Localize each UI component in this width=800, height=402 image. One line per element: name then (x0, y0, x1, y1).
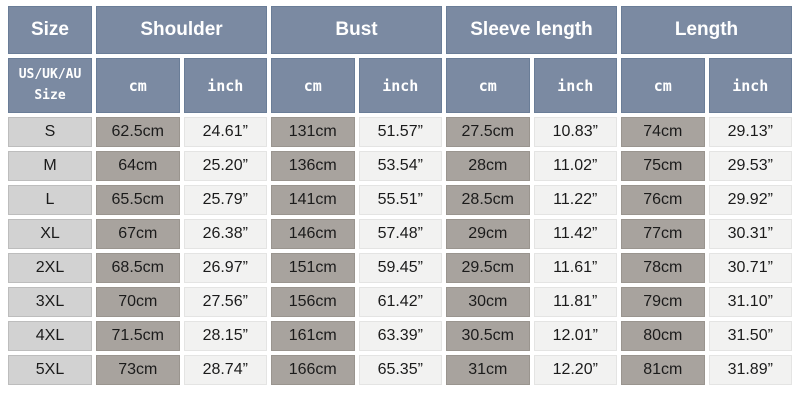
value-cell: 31cm (446, 355, 530, 385)
size-chart-table: Size Shoulder Bust Sleeve length Length … (4, 2, 796, 389)
value-cell: 51.57” (358, 117, 442, 147)
value-cell: 141cm (271, 185, 355, 215)
value-cell: 11.42” (533, 219, 617, 249)
value-cell: 29.13” (708, 117, 792, 147)
value-cell: 131cm (271, 117, 355, 147)
value-cell: 25.79” (183, 185, 267, 215)
value-cell: 25.20” (183, 151, 267, 181)
value-cell: 29.92” (708, 185, 792, 215)
value-cell: 28.15” (183, 321, 267, 351)
value-cell: 28.5cm (446, 185, 530, 215)
value-cell: 80cm (621, 321, 705, 351)
value-cell: 12.01” (533, 321, 617, 351)
size-cell: M (8, 151, 92, 181)
header-sleeve-length: Sleeve length (446, 6, 617, 54)
size-cell: L (8, 185, 92, 215)
table-row: S 62.5cm 24.61” 131cm 51.57” 27.5cm 10.83” 74cm… (8, 117, 792, 147)
unit-header-cell: inch (358, 58, 442, 113)
value-cell: 31.10” (708, 287, 792, 317)
unit-header-cell: cm (96, 58, 180, 113)
value-cell: 70cm (96, 287, 180, 317)
subheader-us-uk-au-size: US/UK/AU Size (8, 58, 92, 113)
value-cell: 29cm (446, 219, 530, 249)
value-cell: 59.45” (358, 253, 442, 283)
value-cell: 26.38” (183, 219, 267, 249)
value-cell: 11.81” (533, 287, 617, 317)
header-bust: Bust (271, 6, 442, 54)
value-cell: 53.54” (358, 151, 442, 181)
value-cell: 30.71” (708, 253, 792, 283)
size-cell: S (8, 117, 92, 147)
table-row: 2XL 68.5cm 26.97” 151cm 59.45” 29.5cm 11.61” 78… (8, 253, 792, 283)
value-cell: 61.42” (358, 287, 442, 317)
header-shoulder: Shoulder (96, 6, 267, 54)
value-cell: 30cm (446, 287, 530, 317)
unit-header-cell: inch (183, 58, 267, 113)
value-cell: 11.22” (533, 185, 617, 215)
unit-header-cell: inch (708, 58, 792, 113)
value-cell: 65.5cm (96, 185, 180, 215)
value-cell: 75cm (621, 151, 705, 181)
value-cell: 29.5cm (446, 253, 530, 283)
size-cell: XL (8, 219, 92, 249)
value-cell: 28.74” (183, 355, 267, 385)
size-table-body: S 62.5cm 24.61” 131cm 51.57” 27.5cm 10.83” 74cm… (8, 117, 792, 385)
table-row: L 65.5cm 25.79” 141cm 55.51” 28.5cm 11.22” 76cm… (8, 185, 792, 215)
unit-header-cell: cm (446, 58, 530, 113)
value-cell: 146cm (271, 219, 355, 249)
value-cell: 81cm (621, 355, 705, 385)
table-row: 4XL 71.5cm 28.15” 161cm 63.39” 30.5cm 12.01” 80… (8, 321, 792, 351)
value-cell: 28cm (446, 151, 530, 181)
value-cell: 161cm (271, 321, 355, 351)
value-cell: 151cm (271, 253, 355, 283)
header-group-row: Size Shoulder Bust Sleeve length Length (8, 6, 792, 54)
value-cell: 68.5cm (96, 253, 180, 283)
value-cell: 26.97” (183, 253, 267, 283)
table-row: M 64cm 25.20” 136cm 53.54” 28cm 11.02” 75cm 29.5… (8, 151, 792, 181)
table-row: 5XL 73cm 28.74” 166cm 65.35” 31cm 12.20” 81cm 31… (8, 355, 792, 385)
value-cell: 24.61” (183, 117, 267, 147)
value-cell: 79cm (621, 287, 705, 317)
value-cell: 156cm (271, 287, 355, 317)
unit-header-row: US/UK/AU Size cm inch cm inch cm inch cm inch (8, 58, 792, 113)
value-cell: 74cm (621, 117, 705, 147)
value-cell: 73cm (96, 355, 180, 385)
value-cell: 27.56” (183, 287, 267, 317)
value-cell: 30.31” (708, 219, 792, 249)
unit-header-cell: cm (271, 58, 355, 113)
value-cell: 78cm (621, 253, 705, 283)
unit-header-cell: cm (621, 58, 705, 113)
table-row: XL 67cm 26.38” 146cm 57.48” 29cm 11.42” 77cm 30.… (8, 219, 792, 249)
value-cell: 65.35” (358, 355, 442, 385)
header-length: Length (621, 6, 792, 54)
value-cell: 31.89” (708, 355, 792, 385)
size-cell: 2XL (8, 253, 92, 283)
value-cell: 29.53” (708, 151, 792, 181)
table-row: 3XL 70cm 27.56” 156cm 61.42” 30cm 11.81” 79cm 31… (8, 287, 792, 317)
value-cell: 27.5cm (446, 117, 530, 147)
value-cell: 67cm (96, 219, 180, 249)
value-cell: 11.61” (533, 253, 617, 283)
value-cell: 11.02” (533, 151, 617, 181)
value-cell: 10.83” (533, 117, 617, 147)
value-cell: 71.5cm (96, 321, 180, 351)
value-cell: 31.50” (708, 321, 792, 351)
size-cell: 4XL (8, 321, 92, 351)
value-cell: 64cm (96, 151, 180, 181)
header-size: Size (8, 6, 92, 54)
unit-header-cell: inch (533, 58, 617, 113)
value-cell: 55.51” (358, 185, 442, 215)
value-cell: 12.20” (533, 355, 617, 385)
size-cell: 5XL (8, 355, 92, 385)
value-cell: 62.5cm (96, 117, 180, 147)
value-cell: 63.39” (358, 321, 442, 351)
value-cell: 136cm (271, 151, 355, 181)
value-cell: 57.48” (358, 219, 442, 249)
size-cell: 3XL (8, 287, 92, 317)
value-cell: 76cm (621, 185, 705, 215)
value-cell: 30.5cm (446, 321, 530, 351)
value-cell: 77cm (621, 219, 705, 249)
value-cell: 166cm (271, 355, 355, 385)
